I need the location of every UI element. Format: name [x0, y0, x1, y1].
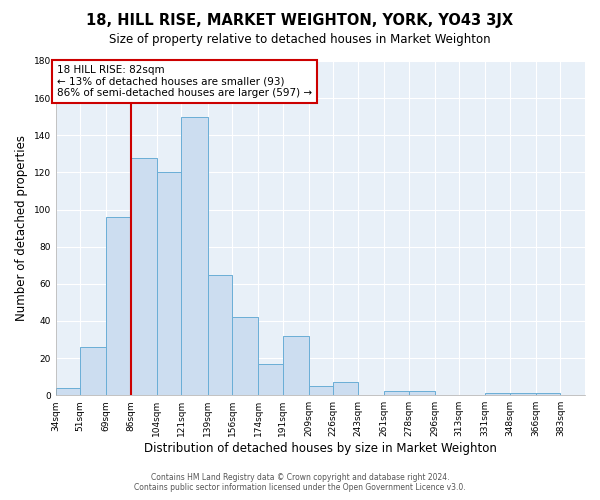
Bar — [384, 392, 409, 395]
Bar — [283, 336, 309, 395]
Text: 18, HILL RISE, MARKET WEIGHTON, YORK, YO43 3JX: 18, HILL RISE, MARKET WEIGHTON, YORK, YO… — [86, 12, 514, 28]
Bar — [157, 172, 181, 395]
Bar — [208, 274, 232, 395]
Bar — [80, 347, 106, 395]
Bar — [232, 317, 258, 395]
Bar — [485, 394, 510, 395]
Bar — [131, 158, 157, 395]
Bar — [106, 217, 131, 395]
Bar — [56, 388, 80, 395]
X-axis label: Distribution of detached houses by size in Market Weighton: Distribution of detached houses by size … — [144, 442, 497, 455]
Bar — [309, 386, 334, 395]
Bar — [409, 392, 434, 395]
Text: Contains HM Land Registry data © Crown copyright and database right 2024.
Contai: Contains HM Land Registry data © Crown c… — [134, 473, 466, 492]
Bar — [536, 394, 560, 395]
Text: 18 HILL RISE: 82sqm
← 13% of detached houses are smaller (93)
86% of semi-detach: 18 HILL RISE: 82sqm ← 13% of detached ho… — [57, 64, 312, 98]
Bar — [258, 364, 283, 395]
Bar — [334, 382, 358, 395]
Bar — [181, 116, 208, 395]
Bar — [510, 394, 536, 395]
Text: Size of property relative to detached houses in Market Weighton: Size of property relative to detached ho… — [109, 32, 491, 46]
Y-axis label: Number of detached properties: Number of detached properties — [15, 135, 28, 321]
